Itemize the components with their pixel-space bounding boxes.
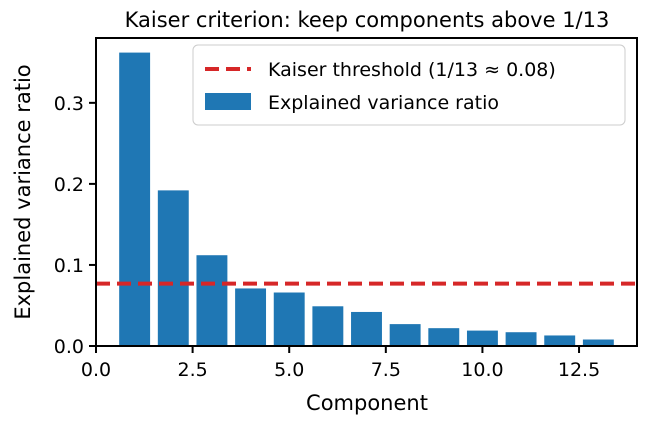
bar-11 [505, 332, 537, 346]
x-tick-label: 10.0 [461, 359, 503, 381]
x-tick-label: 7.5 [371, 359, 401, 381]
bar-1 [119, 52, 151, 346]
y-tick-label: 0.3 [54, 93, 84, 115]
bar-9 [428, 328, 460, 346]
bar-10 [466, 330, 498, 346]
legend-bar-swatch [205, 93, 251, 110]
bar-5 [273, 292, 305, 346]
x-axis-label: Component [306, 391, 428, 415]
bar-12 [544, 335, 576, 346]
x-tick-label: 5.0 [274, 359, 304, 381]
bar-3 [196, 255, 228, 346]
bar-6 [312, 306, 344, 346]
x-tick-label: 12.5 [558, 359, 600, 381]
legend-threshold-label: Kaiser threshold (1/13 ≈ 0.08) [268, 59, 556, 81]
bar-8 [389, 324, 421, 346]
y-tick-label: 0.2 [54, 174, 84, 196]
bar-4 [235, 288, 267, 346]
x-tick-label: 2.5 [177, 359, 207, 381]
y-axis-label: Explained variance ratio [11, 64, 35, 319]
bars-group [119, 52, 614, 346]
x-tick-label: 0.0 [81, 359, 111, 381]
x-axis-ticks: 0.0 2.5 5.0 7.5 10.0 12.5 [81, 346, 600, 381]
legend: Kaiser threshold (1/13 ≈ 0.08) Explained… [192, 44, 626, 126]
legend-bar-label: Explained variance ratio [268, 92, 499, 114]
bar-13 [582, 339, 614, 346]
bar-2 [157, 190, 189, 346]
plot-frame [95, 37, 638, 347]
y-axis-ticks: 0.0 0.1 0.2 0.3 [54, 93, 96, 358]
chart-title: Kaiser criterion: keep components above … [125, 8, 610, 32]
y-tick-label: 0.1 [54, 255, 84, 277]
bar-7 [351, 311, 382, 346]
legend-frame [192, 44, 626, 126]
y-tick-label: 0.0 [54, 336, 84, 358]
